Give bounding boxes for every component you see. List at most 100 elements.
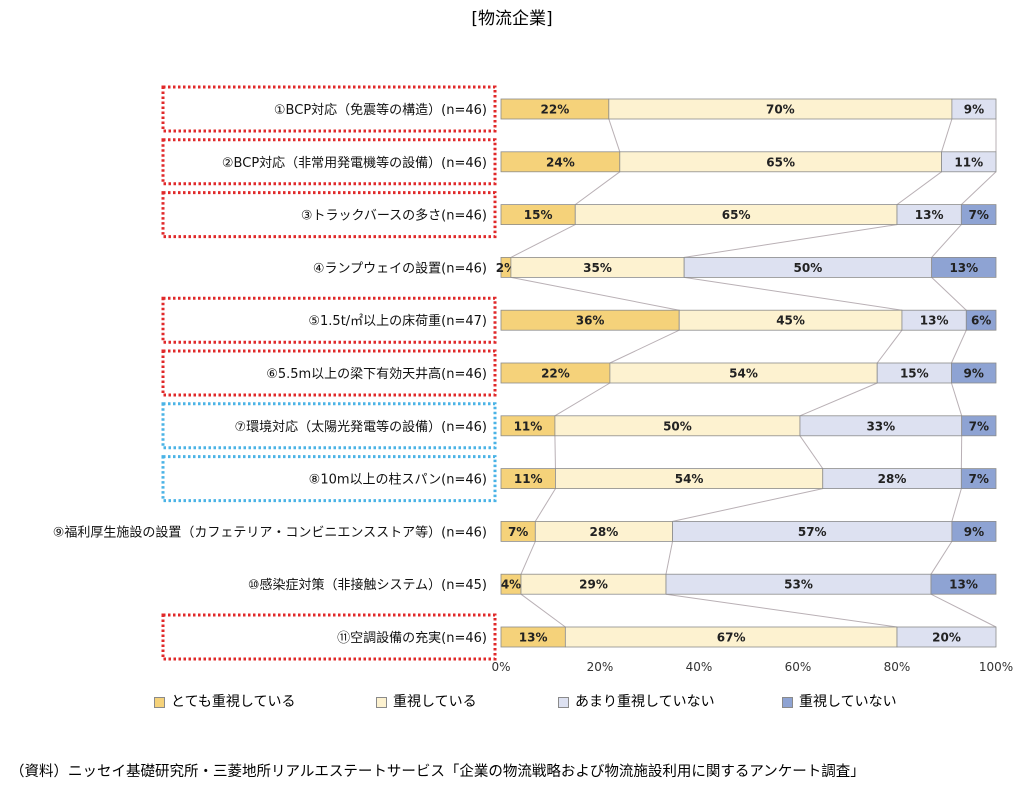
legend-label: とても重視している <box>171 694 296 710</box>
data-label: 54% <box>675 472 704 486</box>
bar-segment <box>896 626 997 648</box>
data-label: 35% <box>583 261 612 275</box>
data-label: 11% <box>954 155 983 169</box>
series-connector-line <box>609 329 680 364</box>
data-label: 7% <box>508 525 528 539</box>
highlight-box-red <box>161 191 497 239</box>
category-label: ⑥5.5m以上の梁下有効天井高(n=46) <box>266 366 487 382</box>
data-label: 20% <box>932 631 961 645</box>
series-connector-line <box>950 329 967 364</box>
legend-swatch-important <box>376 696 387 708</box>
series-connector-line <box>684 224 898 258</box>
data-label: 13% <box>915 208 944 222</box>
bar-segment <box>960 204 997 226</box>
category-label: ⑪空調設備の充実(n=46) <box>337 630 487 646</box>
category-label: ⑦環境対応（太陽光発電等の設備）(n=46) <box>235 419 487 435</box>
legend-item-not-very-important: あまり重視していない <box>558 691 715 711</box>
x-tick-label: 100% <box>979 660 1013 674</box>
series-connector-line <box>684 276 903 311</box>
data-label: 28% <box>590 525 619 539</box>
series-connector-line <box>520 541 536 575</box>
category-label: ⑩感染症対策（非接触システム）(n=45) <box>248 577 487 593</box>
x-tick-label: 80% <box>884 660 911 674</box>
category-label: ④ランプウェイの設置(n=46) <box>313 260 487 276</box>
series-connector-line <box>930 541 953 575</box>
highlight-box-blue <box>161 455 497 503</box>
data-label: 22% <box>541 367 570 381</box>
data-label: 22% <box>541 103 570 117</box>
data-label: 9% <box>964 103 984 117</box>
series-connector-line <box>608 118 621 152</box>
data-label: 13% <box>949 578 978 592</box>
series-connector-line <box>510 276 680 311</box>
data-label: 15% <box>524 208 553 222</box>
series-connector-line <box>961 171 997 205</box>
data-label: 13% <box>519 631 548 645</box>
legend-swatch-not-very-important <box>558 696 569 708</box>
series-connector-line <box>554 382 611 417</box>
bar-segment <box>965 309 997 331</box>
data-label: 67% <box>717 631 746 645</box>
data-label: 50% <box>663 419 692 433</box>
data-label: 7% <box>968 208 988 222</box>
data-label: 9% <box>964 367 984 381</box>
series-connector-line <box>520 593 566 628</box>
data-label: 15% <box>900 367 929 381</box>
series-connector-line <box>534 488 556 522</box>
series-connector-line <box>876 329 903 364</box>
legend-swatch-not-important <box>782 696 793 708</box>
data-label: 36% <box>576 314 605 328</box>
data-label: 24% <box>546 155 575 169</box>
x-tick-label: 40% <box>686 660 713 674</box>
series-connector-line <box>931 277 967 311</box>
x-tick-label: 20% <box>587 660 614 674</box>
series-connector-line <box>931 224 962 258</box>
bar-segment <box>951 521 997 542</box>
chart-title: [物流企業] <box>471 9 553 29</box>
highlight-box-red <box>161 349 497 397</box>
series-connector-line <box>665 541 674 575</box>
category-label: ⑨福利厚生施設の設置（カフェテリア・コンビニエンスストア等）(n=46) <box>53 524 487 540</box>
series-connector-line <box>951 488 962 522</box>
category-label: ②BCP対応（非常用発電機等の設備）(n=46) <box>222 155 487 171</box>
data-label: 28% <box>878 472 907 486</box>
bar-segment <box>960 468 997 490</box>
series-connector-line <box>896 171 942 206</box>
data-label: 6% <box>971 314 991 328</box>
bar-segment <box>930 573 997 595</box>
category-label: ③トラックバースの多さ(n=46) <box>301 208 487 224</box>
legend-label: 重視している <box>393 694 477 710</box>
data-label: 11% <box>514 472 543 486</box>
data-label: 7% <box>969 419 989 433</box>
x-tick-label: 0% <box>491 660 510 674</box>
series-connector-line <box>950 382 963 416</box>
series-connector-line <box>510 224 576 258</box>
series-connector-line <box>799 382 878 417</box>
bar-segment <box>951 98 997 120</box>
data-label: 29% <box>579 578 608 592</box>
legend-item-very-important: とても重視している <box>154 691 295 711</box>
data-label: 50% <box>794 261 823 275</box>
data-label: 13% <box>949 261 978 275</box>
data-label: 54% <box>729 367 758 381</box>
source-note: （資料）ニッセイ基礎研究所・三菱地所リアルエステートサービス「企業の物流戦略およ… <box>10 764 865 780</box>
data-label: 70% <box>766 103 795 117</box>
highlight-box-red <box>161 613 497 661</box>
series-connector-line <box>941 118 953 152</box>
bar-segment <box>931 256 997 278</box>
data-label: 9% <box>964 525 984 539</box>
data-label: 7% <box>968 472 988 486</box>
category-label: ⑧10m以上の柱スパン(n=46) <box>309 473 487 488</box>
legend-label: あまり重視していない <box>575 694 715 710</box>
legend-item-not-important: 重視していない <box>782 691 897 711</box>
bar-segment <box>961 415 997 437</box>
legend-swatch-very-important <box>154 696 165 708</box>
data-label: 57% <box>798 525 827 539</box>
series-connector-line <box>799 435 824 469</box>
series-connector-line <box>574 171 621 206</box>
data-label: 45% <box>776 314 805 328</box>
series-connector-line <box>930 593 997 628</box>
bar-segment <box>951 362 997 384</box>
x-tick-label: 60% <box>785 660 812 674</box>
